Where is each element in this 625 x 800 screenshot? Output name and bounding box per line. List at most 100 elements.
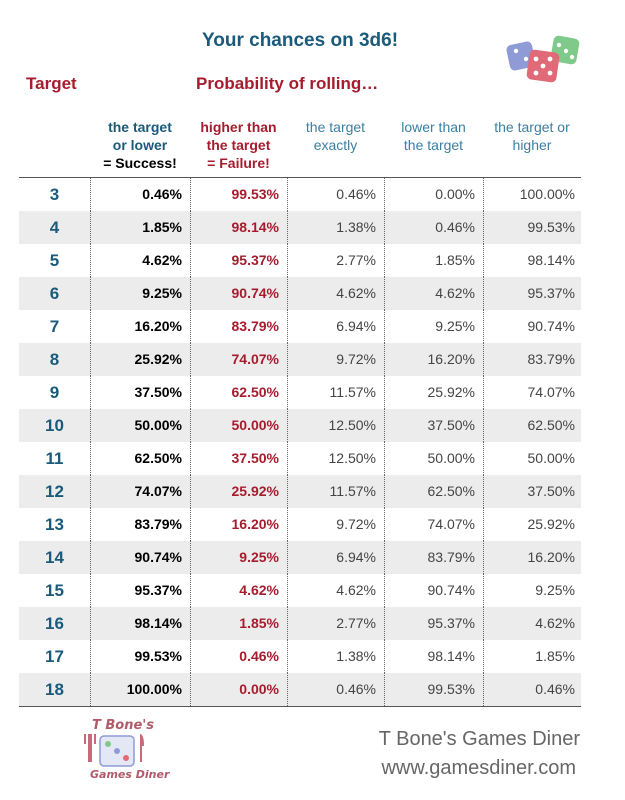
or-lower-value: 95.37% [90,574,190,607]
table-row: 16 98.14% 1.85% 2.77% 95.37% 4.62% [19,607,581,640]
page-title: Your chances on 3d6! [201,30,399,51]
target-value: 6 [49,284,60,303]
table-row: 13 83.79% 16.20% 9.72% 74.07% 25.92% [19,508,581,541]
or-lower-value: 0.46% [90,178,190,211]
lower-value: 9.25% [384,310,483,343]
exactly-value: 11.57% [287,376,384,409]
or-higher-value: 90.74% [483,310,581,343]
or-higher-value: 74.07% [483,376,581,409]
table-row: 18 100.00% 0.00% 0.46% 99.53% 0.46% [19,673,581,706]
exactly-value: 9.72% [287,508,384,541]
or-lower-value: 9.25% [90,277,190,310]
or-lower-value: 99.53% [90,640,190,673]
target-value: 14 [45,548,64,567]
target-value: 13 [45,515,64,534]
higher-value: 74.07% [190,343,287,376]
header-line: the target or [494,119,570,135]
exactly-value: 9.72% [287,343,384,376]
or-lower-value: 50.00% [90,409,190,442]
or-higher-value: 99.53% [483,211,581,244]
target-value: 12 [45,482,64,501]
table-row: 5 4.62% 95.37% 2.77% 1.85% 98.14% [19,244,581,277]
table-row: 8 25.92% 74.07% 9.72% 16.20% 83.79% [19,343,581,376]
or-lower-value: 83.79% [90,508,190,541]
target-value: 11 [45,449,64,468]
target-value: 9 [49,383,60,402]
lower-value: 98.14% [384,640,483,673]
target-value: 7 [49,317,60,336]
or-lower-value: 98.14% [90,607,190,640]
header-line: lower than [401,119,466,135]
or-lower-value: 4.62% [90,244,190,277]
probability-label: Probability of rolling… [196,74,379,93]
exactly-value: 4.62% [287,277,384,310]
exactly-value: 12.50% [287,409,384,442]
column-header-lower: lower than the target [384,118,483,154]
target-value: 18 [45,680,64,699]
exactly-value: 0.46% [287,673,384,706]
exactly-value: 1.38% [287,211,384,244]
header-line: exactly [313,137,358,153]
or-higher-value: 50.00% [483,442,581,475]
or-lower-value: 25.92% [90,343,190,376]
header-line: or lower [112,137,168,153]
exactly-value: 0.46% [287,178,384,211]
exactly-value: 2.77% [287,244,384,277]
table-row: 12 74.07% 25.92% 11.57% 62.50% 37.50% [19,475,581,508]
or-higher-value: 0.46% [483,673,581,706]
target-value: 5 [49,251,60,270]
lower-value: 1.85% [384,244,483,277]
header-line: higher [512,137,552,153]
column-header-higher: higher than the target = Failure! [190,118,287,172]
higher-value: 99.53% [190,178,287,211]
higher-value: 9.25% [190,541,287,574]
lower-value: 95.37% [384,607,483,640]
table-row: 15 95.37% 4.62% 4.62% 90.74% 9.25% [19,574,581,607]
target-value: 17 [45,647,64,666]
higher-value: 50.00% [190,409,287,442]
target-column-label: Target [26,74,77,93]
table-row: 11 62.50% 37.50% 12.50% 50.00% 50.00% [19,442,581,475]
target-value: 10 [45,416,64,435]
header-line: the target [403,137,464,153]
or-higher-value: 25.92% [483,508,581,541]
higher-value: 98.14% [190,211,287,244]
target-value: 3 [49,185,60,204]
lower-value: 25.92% [384,376,483,409]
or-higher-value: 1.85% [483,640,581,673]
table-row: 17 99.53% 0.46% 1.38% 98.14% 1.85% [19,640,581,673]
or-higher-value: 100.00% [483,178,581,211]
or-higher-value: 4.62% [483,607,581,640]
table-row: 9 37.50% 62.50% 11.57% 25.92% 74.07% [19,376,581,409]
target-value: 16 [45,614,64,633]
logo-text-bottom: Games Diner [90,768,170,781]
target-value: 4 [49,218,60,237]
table-row: 6 9.25% 90.74% 4.62% 4.62% 95.37% [19,277,581,310]
or-lower-value: 62.50% [90,442,190,475]
or-higher-value: 83.79% [483,343,581,376]
or-lower-value: 100.00% [90,673,190,706]
or-higher-value: 9.25% [483,574,581,607]
lower-value: 0.46% [384,211,483,244]
header-line: the target [108,119,172,135]
or-lower-value: 1.85% [90,211,190,244]
table-row: 4 1.85% 98.14% 1.38% 0.46% 99.53% [19,211,581,244]
column-header-exactly: the target exactly [287,118,384,154]
or-higher-value: 98.14% [483,244,581,277]
table-row: 10 50.00% 50.00% 12.50% 37.50% 62.50% [19,409,581,442]
or-higher-value: 95.37% [483,277,581,310]
exactly-value: 1.38% [287,640,384,673]
lower-value: 37.50% [384,409,483,442]
higher-value: 25.92% [190,475,287,508]
exactly-value: 11.57% [287,475,384,508]
dice-icon [506,35,580,83]
header-line: the target [206,137,271,153]
table-row: 7 16.20% 83.79% 6.94% 9.25% 90.74% [19,310,581,343]
higher-value: 95.37% [190,244,287,277]
exactly-value: 2.77% [287,607,384,640]
higher-value: 16.20% [190,508,287,541]
table-row: 14 90.74% 9.25% 6.94% 83.79% 16.20% [19,541,581,574]
higher-value: 4.62% [190,574,287,607]
higher-value: 37.50% [190,442,287,475]
website-link[interactable]: www.gamesdiner.com [381,757,576,779]
